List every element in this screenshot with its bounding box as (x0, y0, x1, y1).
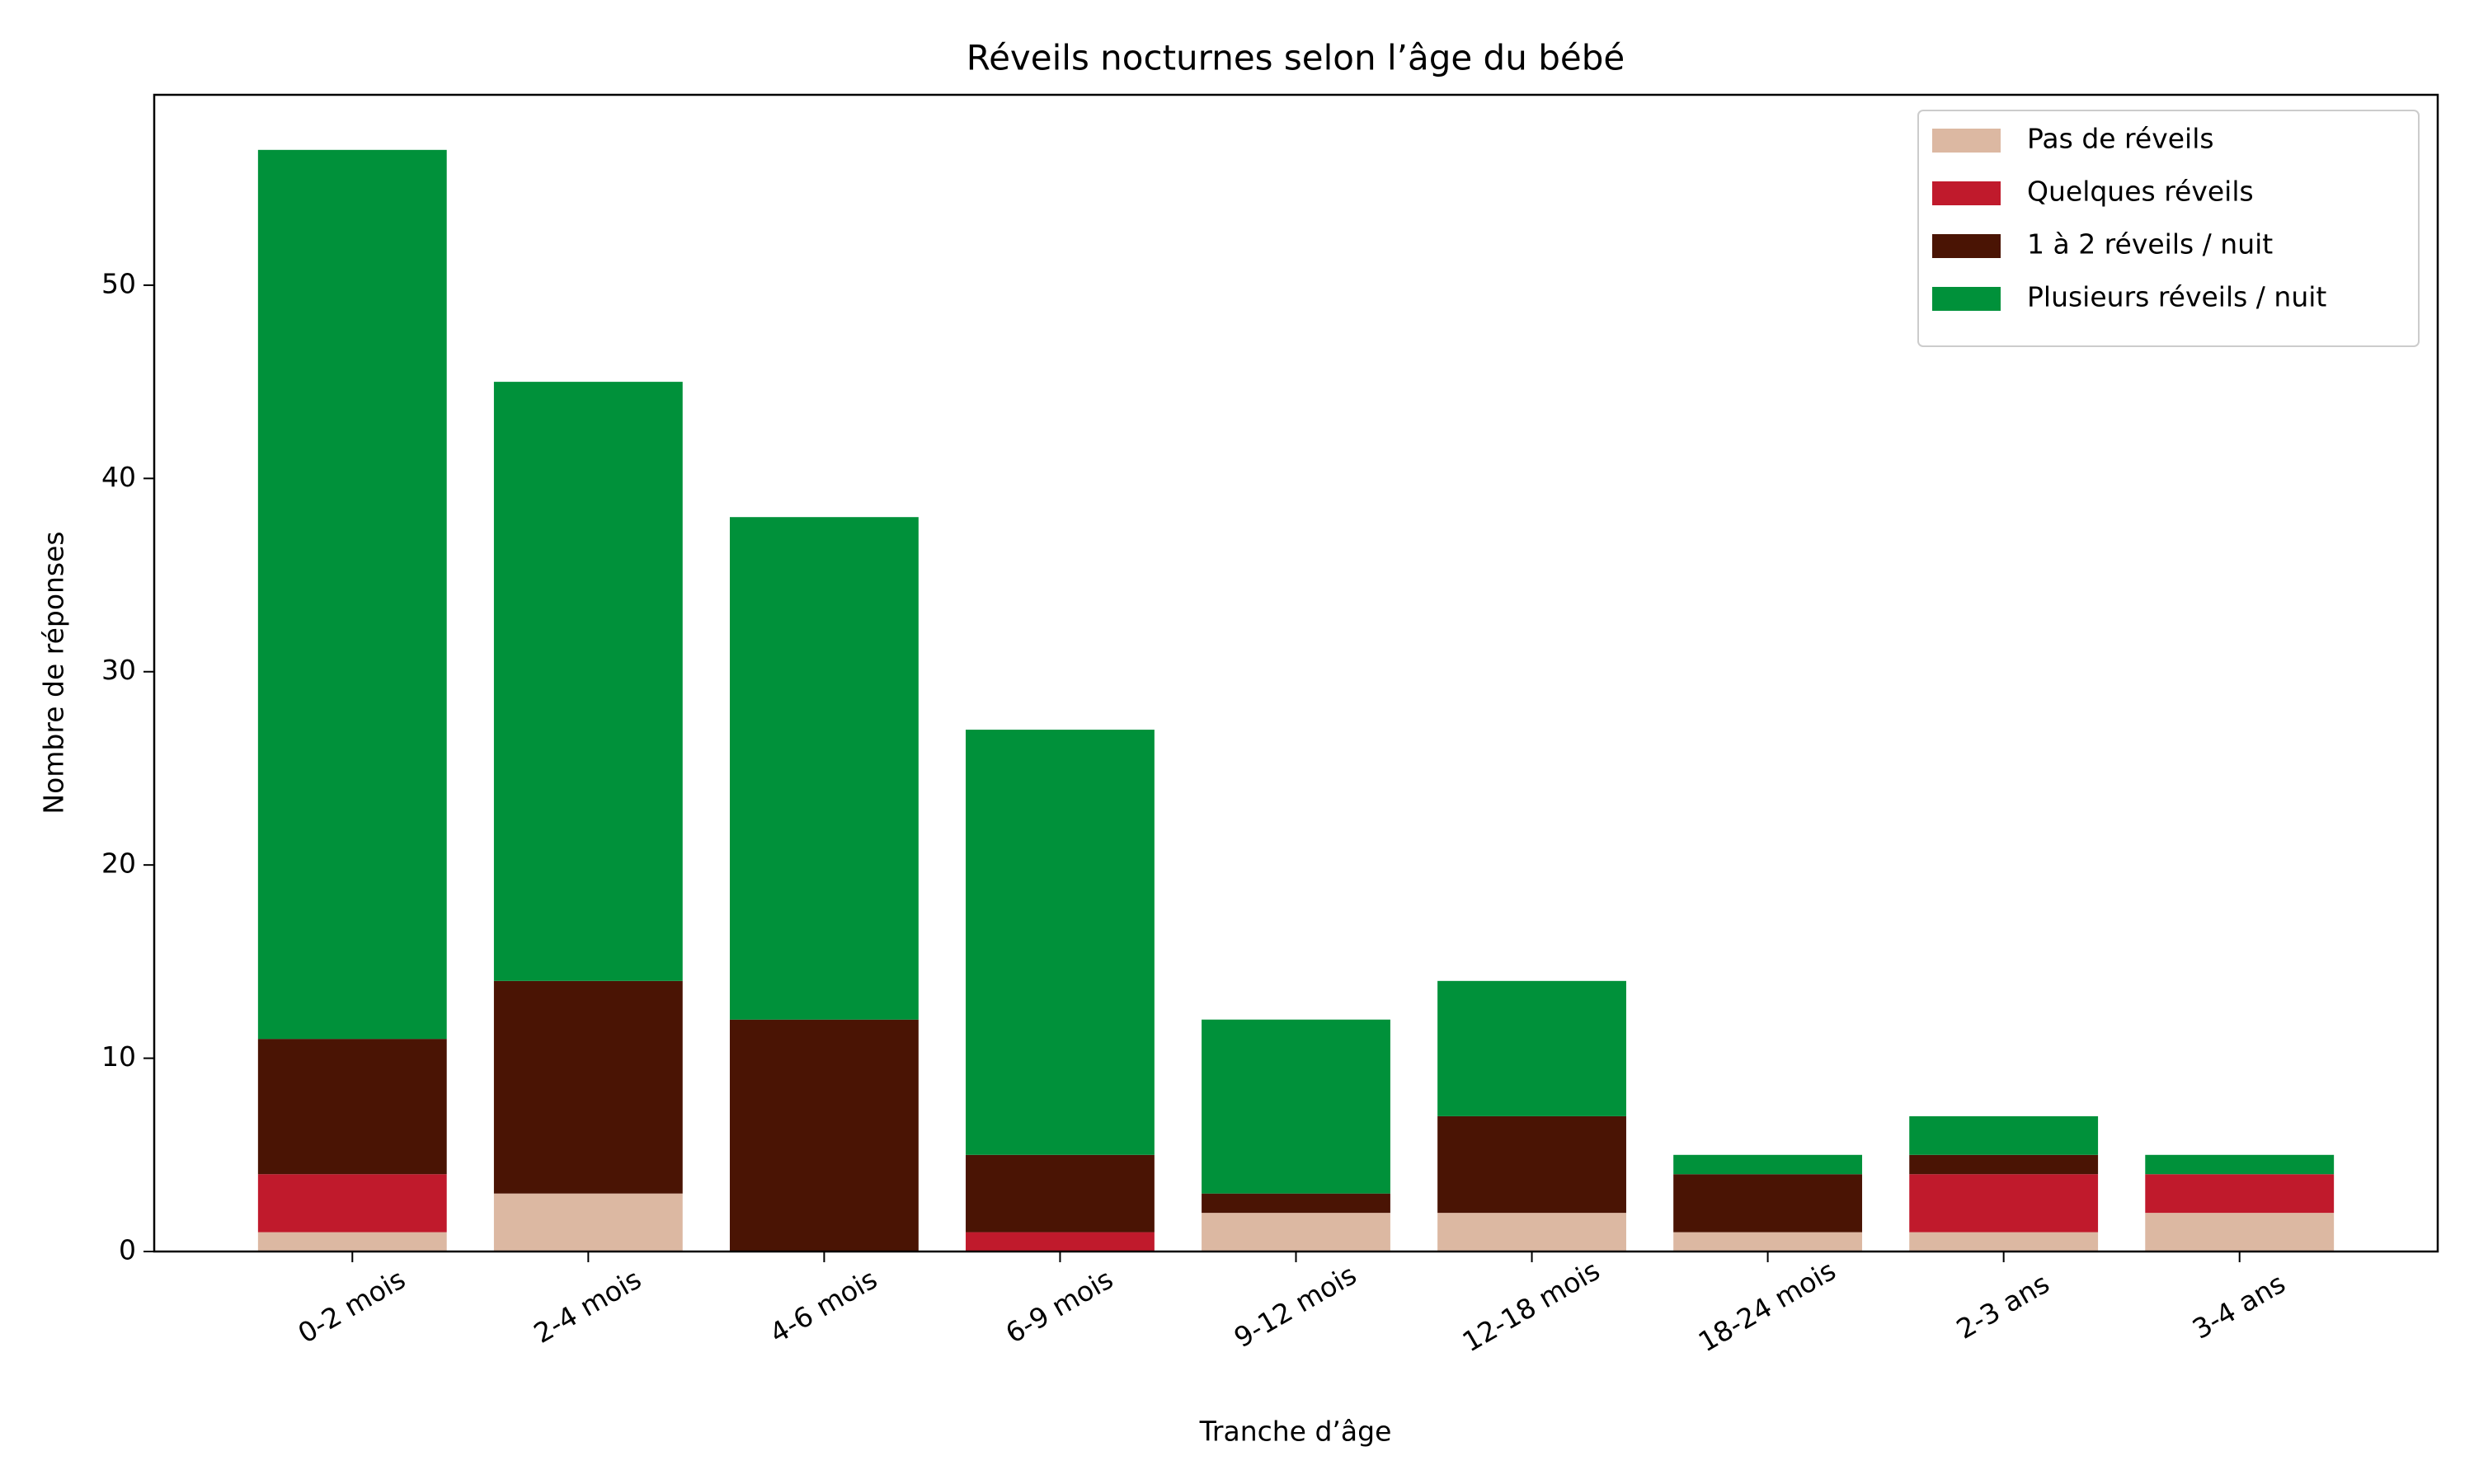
legend-swatch (1932, 181, 2001, 205)
bar-segment (1202, 1019, 1390, 1194)
plot-frame (153, 93, 2439, 1253)
bar-segment (966, 1232, 1155, 1252)
x-axis-label: Tranche d’âge (1199, 1416, 1392, 1448)
bar-segment (2145, 1213, 2335, 1252)
bar-segment (257, 1039, 447, 1175)
legend-label: 1 à 2 réveils / nuit (2027, 228, 2273, 261)
y-tick-label: 10 (101, 1040, 136, 1073)
bar-segment (1202, 1193, 1390, 1214)
legend-box (1917, 110, 2420, 347)
bar-segment (1909, 1115, 2099, 1155)
bar-segment (1437, 1115, 1626, 1214)
bar-segment (257, 1174, 447, 1233)
bar-segment (1909, 1154, 2099, 1175)
bar-segment (1909, 1174, 2099, 1233)
bar-segment (1437, 980, 1626, 1116)
legend-swatch (1932, 129, 2001, 153)
bar-segment (1673, 1154, 1863, 1175)
bar-segment (493, 1193, 683, 1252)
bar-segment (493, 382, 683, 981)
bar-segment (1673, 1232, 1863, 1252)
legend-label: Plusieurs réveils / nuit (2027, 281, 2326, 313)
bar-segment (1909, 1232, 2099, 1252)
bar-segment (493, 980, 683, 1194)
y-axis-label: Nombre de réponses (38, 531, 70, 814)
y-tick-label: 20 (101, 848, 136, 880)
bar-segment (729, 517, 919, 1020)
legend-swatch (1932, 287, 2001, 311)
y-tick-label: 0 (119, 1234, 136, 1266)
chart-title: Réveils nocturnes selon l’âge du bébé (967, 38, 1625, 78)
bar-segment (257, 149, 447, 1040)
bar-segment (1202, 1213, 1390, 1252)
bar-segment (966, 730, 1155, 1155)
bar-segment (257, 1232, 447, 1252)
bar-segment (729, 1019, 919, 1252)
y-tick-label: 40 (101, 461, 136, 493)
legend-swatch (1932, 234, 2001, 258)
y-tick-label: 30 (101, 654, 136, 686)
legend-label: Pas de réveils (2027, 123, 2214, 155)
legend-label: Quelques réveils (2027, 176, 2254, 208)
bar-segment (1437, 1213, 1626, 1252)
y-tick-label: 50 (101, 267, 136, 299)
bar-segment (966, 1154, 1155, 1233)
bar-segment (2145, 1174, 2335, 1214)
bar-segment (1673, 1174, 1863, 1233)
bar-segment (2145, 1154, 2335, 1175)
